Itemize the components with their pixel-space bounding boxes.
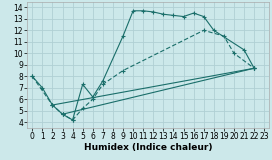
X-axis label: Humidex (Indice chaleur): Humidex (Indice chaleur) [84,143,212,152]
